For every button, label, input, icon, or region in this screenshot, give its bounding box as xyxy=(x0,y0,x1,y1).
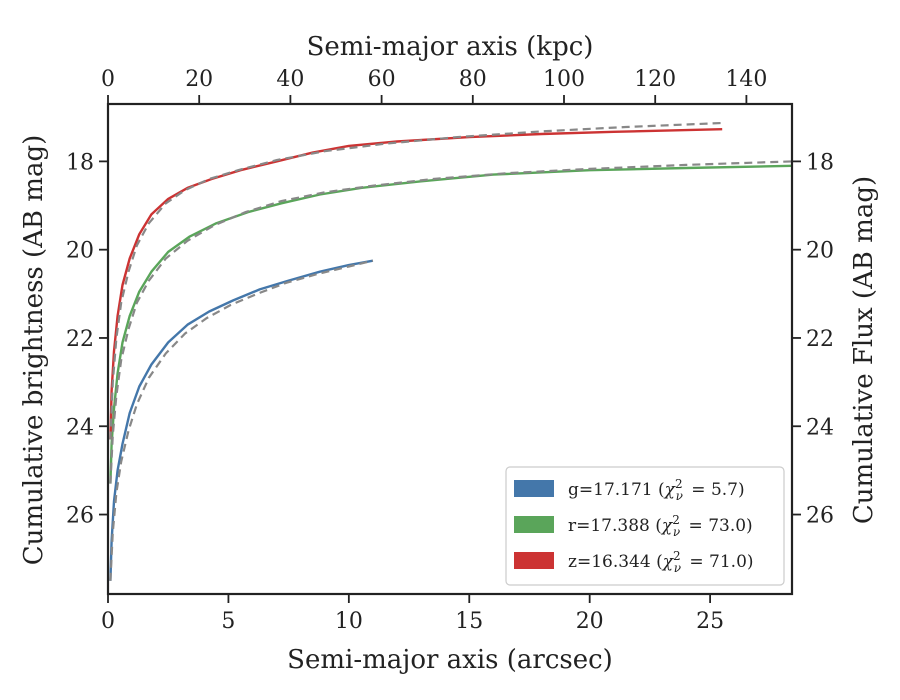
model-line-1 xyxy=(109,160,793,484)
legend: g=17.171 (χ2 ν = 5.7) r=17.388 (χ2 ν = 73.0… xyxy=(505,466,785,586)
x2-tick-label: 20 xyxy=(185,67,213,92)
x-tick-label: 25 xyxy=(696,609,724,634)
legend-swatch-1 xyxy=(514,516,554,533)
x-tick-label: 10 xyxy=(335,609,363,634)
y2-tick-label: 26 xyxy=(806,504,834,529)
legend-box xyxy=(505,466,785,586)
x-axis-label: Semi-major axis (arcsec) xyxy=(287,645,613,675)
x2-tick-label: 140 xyxy=(725,67,767,92)
x2-tick-label: 60 xyxy=(368,67,396,92)
y-tick-label: 20 xyxy=(66,239,94,264)
plot-frame xyxy=(106,102,794,596)
y-tick-label: 24 xyxy=(66,415,94,440)
y-axis-label: Cumulative brightness (AB mag) xyxy=(19,135,49,566)
y-tick-label: 26 xyxy=(66,504,94,529)
x2-tick-label: 100 xyxy=(543,67,585,92)
x2-tick-label: 0 xyxy=(101,67,115,92)
axes-layer: 0 5 10 15 20 25 0 20 40 60 80 100 120 140 18 18 20 20 22 22… xyxy=(66,67,834,634)
x-tick-label: 5 xyxy=(221,609,235,634)
legend-entry-2: z=16.344 (χ2 ν = 71.0) xyxy=(568,549,754,575)
y2-tick-label: 20 xyxy=(806,239,834,264)
y2-tick-label: 22 xyxy=(806,327,834,352)
legend-swatch-2 xyxy=(514,552,554,569)
series-line-2 xyxy=(109,128,723,440)
y2-tick-label: 24 xyxy=(806,415,834,440)
x2-tick-label: 40 xyxy=(276,67,304,92)
x-tick-label: 0 xyxy=(101,609,115,634)
x-tick-label: 15 xyxy=(455,609,483,634)
y2-tick-label: 18 xyxy=(806,150,834,175)
y-tick-label: 18 xyxy=(66,150,94,175)
series-layer xyxy=(109,121,793,581)
legend-entry-0: g=17.171 (χ2 ν = 5.7) xyxy=(568,477,745,503)
series-line-0 xyxy=(109,259,374,581)
x2-tick-label: 80 xyxy=(459,67,487,92)
model-line-0 xyxy=(109,259,374,581)
x2-axis-label: Semi-major axis (kpc) xyxy=(307,32,594,62)
y-tick-label: 22 xyxy=(66,327,94,352)
model-line-2 xyxy=(109,121,723,440)
legend-entry-1: r=17.388 (χ2 ν = 73.0) xyxy=(568,513,753,539)
y2-axis-label: Cumulative Flux (AB mag) xyxy=(849,176,879,524)
legend-swatch-0 xyxy=(514,480,554,497)
series-line-1 xyxy=(109,164,793,484)
x2-tick-label: 120 xyxy=(634,67,676,92)
x-tick-label: 20 xyxy=(576,609,604,634)
